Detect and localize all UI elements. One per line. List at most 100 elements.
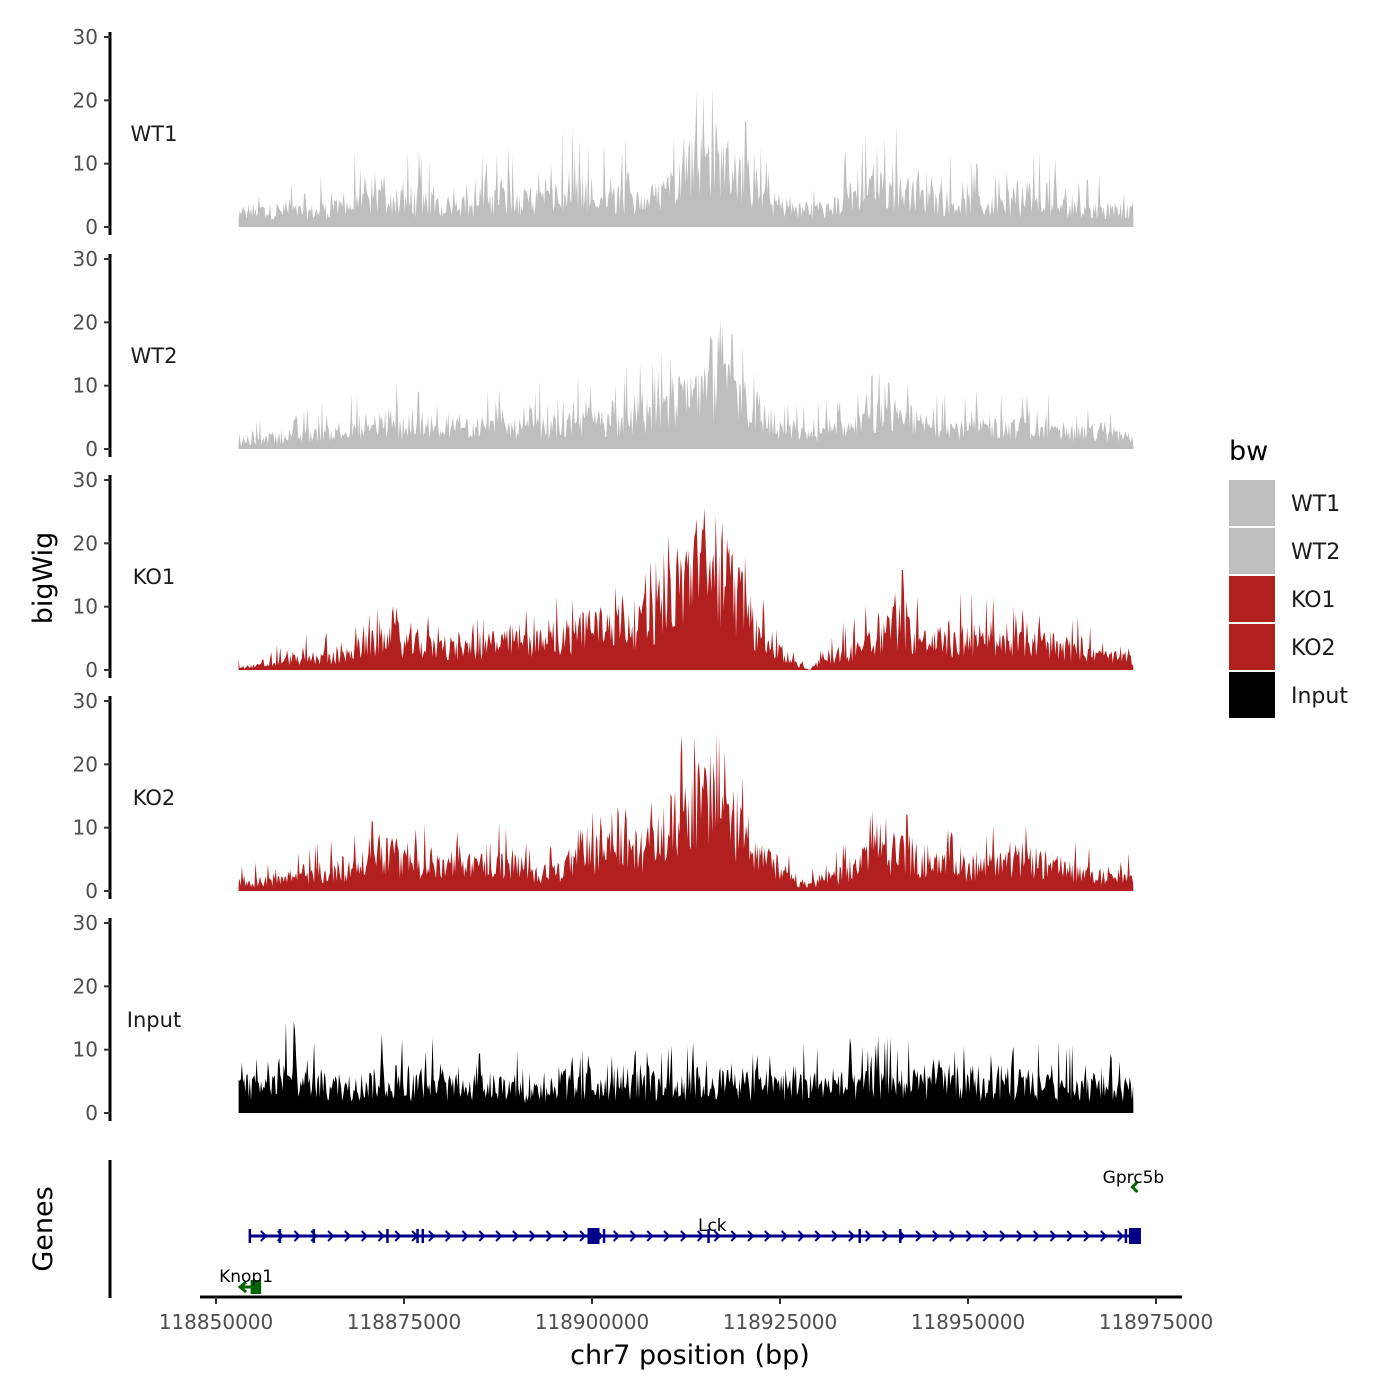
track-wt2: 0 10 20 30 WT2 [73, 247, 1134, 461]
strand-arrow [444, 1230, 453, 1242]
x-tick-label: 118925000 [723, 1310, 838, 1334]
legend-swatch [1229, 528, 1275, 574]
strand-arrow [1016, 1230, 1024, 1242]
y-axis-title: bigWig [28, 532, 59, 625]
legend-swatch [1229, 624, 1275, 670]
exon [255, 1280, 262, 1294]
x-tick-label: 118975000 [1099, 1310, 1214, 1334]
exon [899, 1229, 902, 1243]
strand-arrow [730, 1230, 738, 1242]
y-tick-label: 30 [73, 911, 98, 935]
strand-arrow [428, 1230, 436, 1242]
gene-knop1: Knop1 [219, 1267, 273, 1294]
x-tick-label: 118950000 [911, 1310, 1026, 1334]
strand-arrow [864, 1230, 873, 1242]
strand-arrow [999, 1230, 1007, 1242]
strand-arrow [646, 1230, 654, 1242]
legend-label: WT2 [1291, 540, 1340, 565]
exon [312, 1229, 316, 1243]
track-label: WT2 [131, 344, 178, 368]
strand-arrow [237, 1280, 248, 1294]
y-tick-label: 0 [85, 1101, 98, 1125]
y-tick-label: 0 [85, 437, 98, 461]
strand-arrow [680, 1230, 688, 1242]
strand-arrow [1130, 1180, 1139, 1194]
strand-arrow [327, 1230, 335, 1242]
legend-item-wt1: WT1 [1229, 480, 1340, 526]
strand-arrow [713, 1230, 721, 1242]
strand-arrow [982, 1230, 990, 1242]
y-tick-label: 20 [73, 88, 98, 112]
gene-gprc5b: Gprc5b [1103, 1168, 1165, 1194]
exon [858, 1229, 861, 1243]
track-input: 0 10 20 30 Input [73, 911, 1134, 1125]
strand-arrow [579, 1230, 587, 1242]
y-tick-label: 20 [73, 531, 98, 555]
strand-arrow [293, 1230, 301, 1242]
strand-arrow [478, 1230, 486, 1242]
y-tick-label: 20 [73, 752, 98, 776]
exon [250, 1280, 257, 1294]
strand-arrow [780, 1230, 789, 1242]
track-label: WT1 [131, 122, 178, 146]
track-label: Input [127, 1008, 181, 1032]
legend-label: WT1 [1291, 492, 1340, 517]
x-tick-label: 118875000 [347, 1310, 462, 1334]
coverage-area-ko2 [238, 732, 1134, 891]
y-tick-label: 10 [73, 816, 98, 840]
gene-label-gprc5b: Gprc5b [1103, 1168, 1165, 1188]
y-tick-label: 0 [85, 215, 98, 239]
legend-item-ko2: KO2 [1229, 624, 1336, 670]
exon [386, 1229, 389, 1243]
x-tick-label: 118900000 [535, 1310, 650, 1334]
strand-arrow [764, 1230, 772, 1242]
coverage-area-wt1 [238, 87, 1134, 227]
y-tick-label: 0 [85, 879, 98, 903]
x-axis-title: chr7 position (bp) [570, 1340, 810, 1371]
strand-arrow [932, 1230, 940, 1242]
exon [602, 1229, 606, 1243]
strand-arrow [377, 1230, 385, 1242]
legend: bw WT1 WT2 KO1 KO2 Input [1229, 436, 1348, 718]
exon [248, 1229, 252, 1243]
y-tick-label: 10 [73, 1038, 98, 1062]
genes-panel: Lck Knop1 Gprc5b [108, 1160, 1165, 1298]
y-tick-label: 10 [73, 374, 98, 398]
gene-label-knop1: Knop1 [219, 1267, 273, 1287]
y-tick-label: 30 [73, 468, 98, 492]
legend-label: Input [1291, 684, 1348, 709]
x-tick-label: 118850000 [159, 1310, 274, 1334]
legend-item-input: Input [1229, 672, 1348, 718]
strand-arrow [663, 1230, 671, 1242]
strand-arrow [344, 1230, 352, 1242]
strand-arrow [814, 1230, 822, 1242]
strand-arrow [461, 1230, 469, 1242]
y-tick-label: 30 [73, 25, 98, 49]
strand-arrow [360, 1230, 369, 1242]
y-tick-label: 10 [73, 595, 98, 619]
strand-arrow [1066, 1230, 1074, 1242]
legend-swatch [1229, 576, 1275, 622]
track-label: KO2 [133, 786, 176, 810]
y-tick-label: 0 [85, 658, 98, 682]
y-tick-label: 20 [73, 310, 98, 334]
y-tick-label: 10 [73, 152, 98, 176]
strand-arrow [1116, 1230, 1125, 1242]
strand-arrow [562, 1230, 570, 1242]
y-tick-label: 30 [73, 247, 98, 271]
strand-arrow [512, 1230, 520, 1242]
track-ko1: 0 10 20 30 KO1 [73, 468, 1134, 682]
coverage-area-ko1 [238, 507, 1134, 670]
strand-arrow [528, 1230, 537, 1242]
legend-label: KO1 [1291, 588, 1336, 613]
coverage-area-input [238, 1021, 1134, 1113]
exon [1124, 1229, 1128, 1243]
track-wt1: 0 10 20 30 WT1 [73, 25, 1134, 239]
genes-axis-title: Genes [28, 1186, 59, 1271]
gene-lck: Lck [248, 1216, 1141, 1244]
strand-arrow [260, 1230, 268, 1242]
x-axis: 118850000 118875000 118900000 118925000 1189… [159, 1295, 1214, 1334]
y-tick-label: 20 [73, 974, 98, 998]
coverage-area-wt2 [238, 319, 1134, 449]
